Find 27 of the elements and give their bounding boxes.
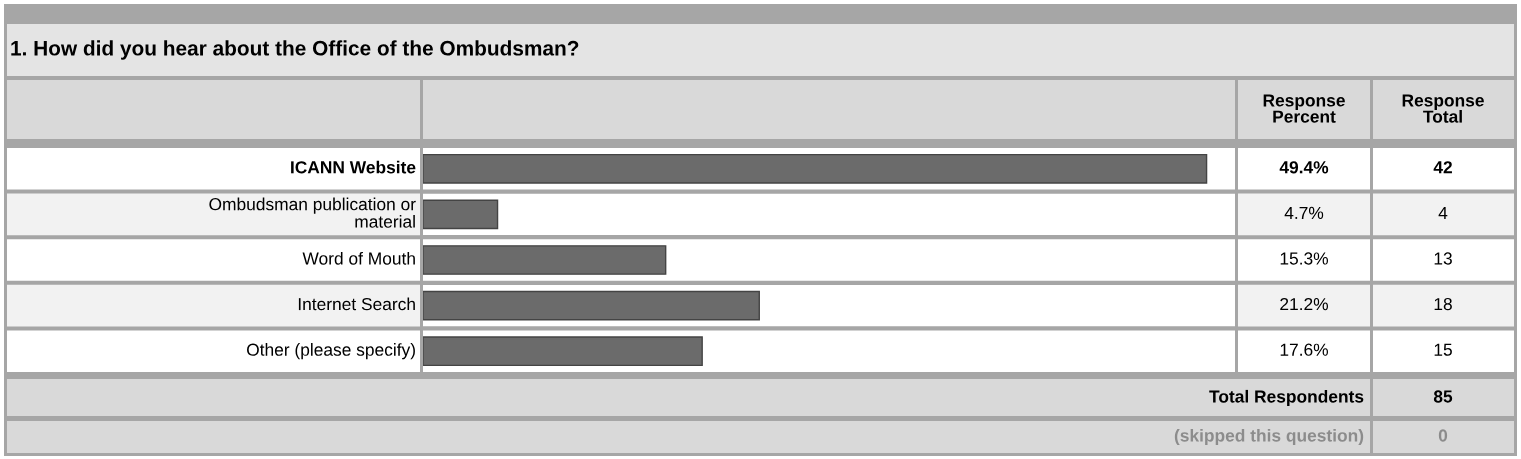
chart-title: 1. How did you hear about the Office of the Ombudsman? <box>11 40 579 60</box>
bar <box>423 199 499 230</box>
data-label: 4.7% <box>1284 206 1324 219</box>
text: 13 <box>1434 252 1452 265</box>
bar <box>423 245 667 275</box>
text: 18 <box>1434 297 1452 311</box>
data-label: 49.4% <box>1279 161 1329 174</box>
text: Total Respondents <box>1209 389 1364 407</box>
text: Response Total <box>1402 94 1484 123</box>
text: (skipped this question) <box>1174 428 1364 446</box>
y-tick-label: ICANN Website <box>291 160 416 174</box>
y-tick-label: Word of Mouth <box>302 251 415 265</box>
bar <box>423 290 760 321</box>
y-tick-label: Other (please specify) <box>247 343 415 360</box>
bar <box>423 153 1208 184</box>
text: 85 <box>1433 390 1453 403</box>
text: 15 <box>1434 343 1452 356</box>
y-tick-label: Ombudsman publication or material <box>209 197 416 228</box>
text: Response Percent <box>1263 94 1345 123</box>
text: 0 <box>1438 429 1448 442</box>
data-label: 21.2% <box>1280 297 1328 311</box>
bar <box>423 336 703 367</box>
data-label: 17.6% <box>1280 343 1328 356</box>
data-label: 15.3% <box>1280 252 1328 265</box>
text: 4 <box>1438 206 1448 219</box>
text: 42 <box>1433 161 1452 174</box>
y-tick-label: Internet Search <box>298 297 415 311</box>
